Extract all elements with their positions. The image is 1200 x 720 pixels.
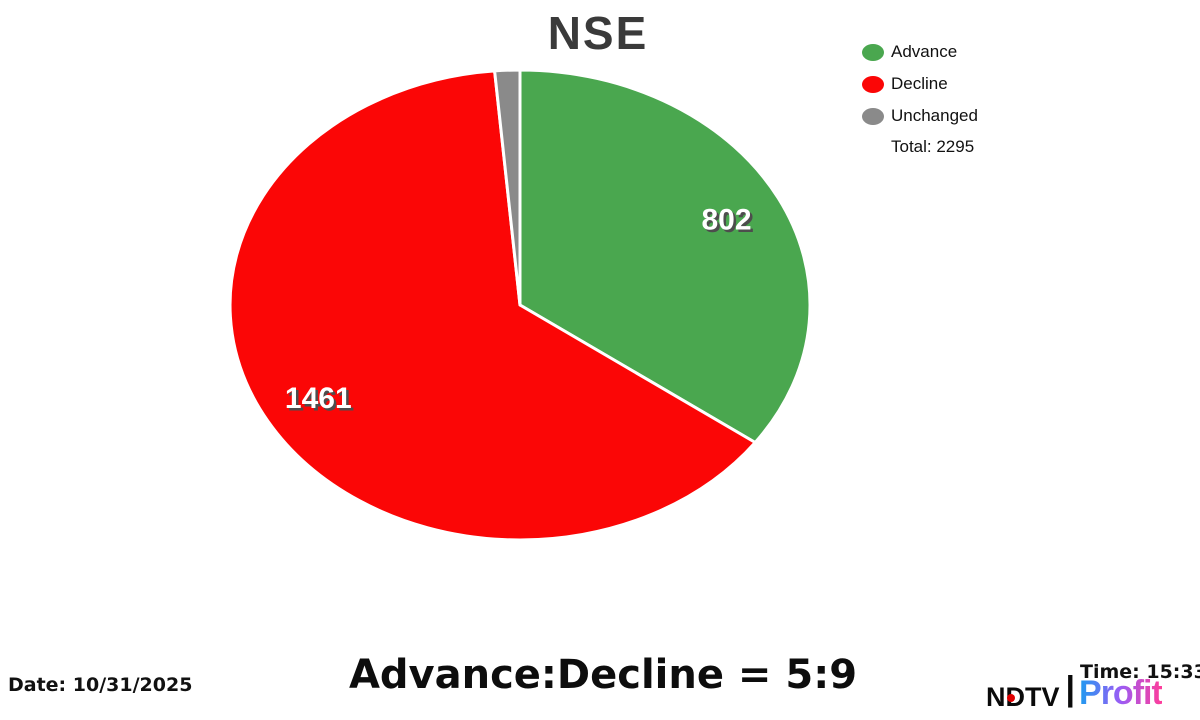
legend-total: Total: 2295	[891, 137, 975, 156]
legend-marker-unchanged-icon	[862, 107, 884, 125]
ndtv-profit-logo: NDTV | Profit	[986, 670, 1163, 713]
pie-label-decline: 1461	[287, 384, 354, 417]
legend: Advance Decline Unchanged Total: 2295	[862, 41, 978, 157]
ndtv-red-dot-icon	[1007, 694, 1015, 702]
legend-label-advance: Advance	[891, 42, 958, 61]
ndtv-logo: NDTV	[986, 682, 1060, 713]
pie-slice-decline	[228, 69, 757, 542]
legend-label-decline: Decline	[891, 74, 948, 93]
legend-item-decline: Decline	[862, 73, 978, 95]
date-label: Date: 10/31/2025	[8, 674, 193, 696]
pie-slice-advance	[518, 68, 812, 444]
legend-item-unchanged: Unchanged	[862, 105, 978, 127]
logo-separator: |	[1065, 670, 1076, 708]
logo-profit: Profit	[1079, 674, 1163, 712]
pie-slice-unchanged	[493, 68, 522, 307]
pie-label-decline: 1461	[285, 382, 352, 415]
pie-label-advance: 802	[701, 203, 751, 236]
ndtv-logo-text: NDTV	[986, 682, 1060, 712]
time-label: Time: 15:33	[1080, 661, 1200, 683]
advance-decline-ratio-label: Advance:Decline = 5:9	[348, 652, 858, 698]
legend-label-unchanged: Unchanged	[891, 106, 978, 125]
pie-label-advance: 802	[704, 206, 754, 239]
chart-title: NSE	[547, 7, 649, 59]
legend-item-advance: Advance	[862, 41, 978, 63]
legend-marker-decline-icon	[862, 75, 884, 93]
legend-marker-advance-icon	[862, 43, 884, 61]
